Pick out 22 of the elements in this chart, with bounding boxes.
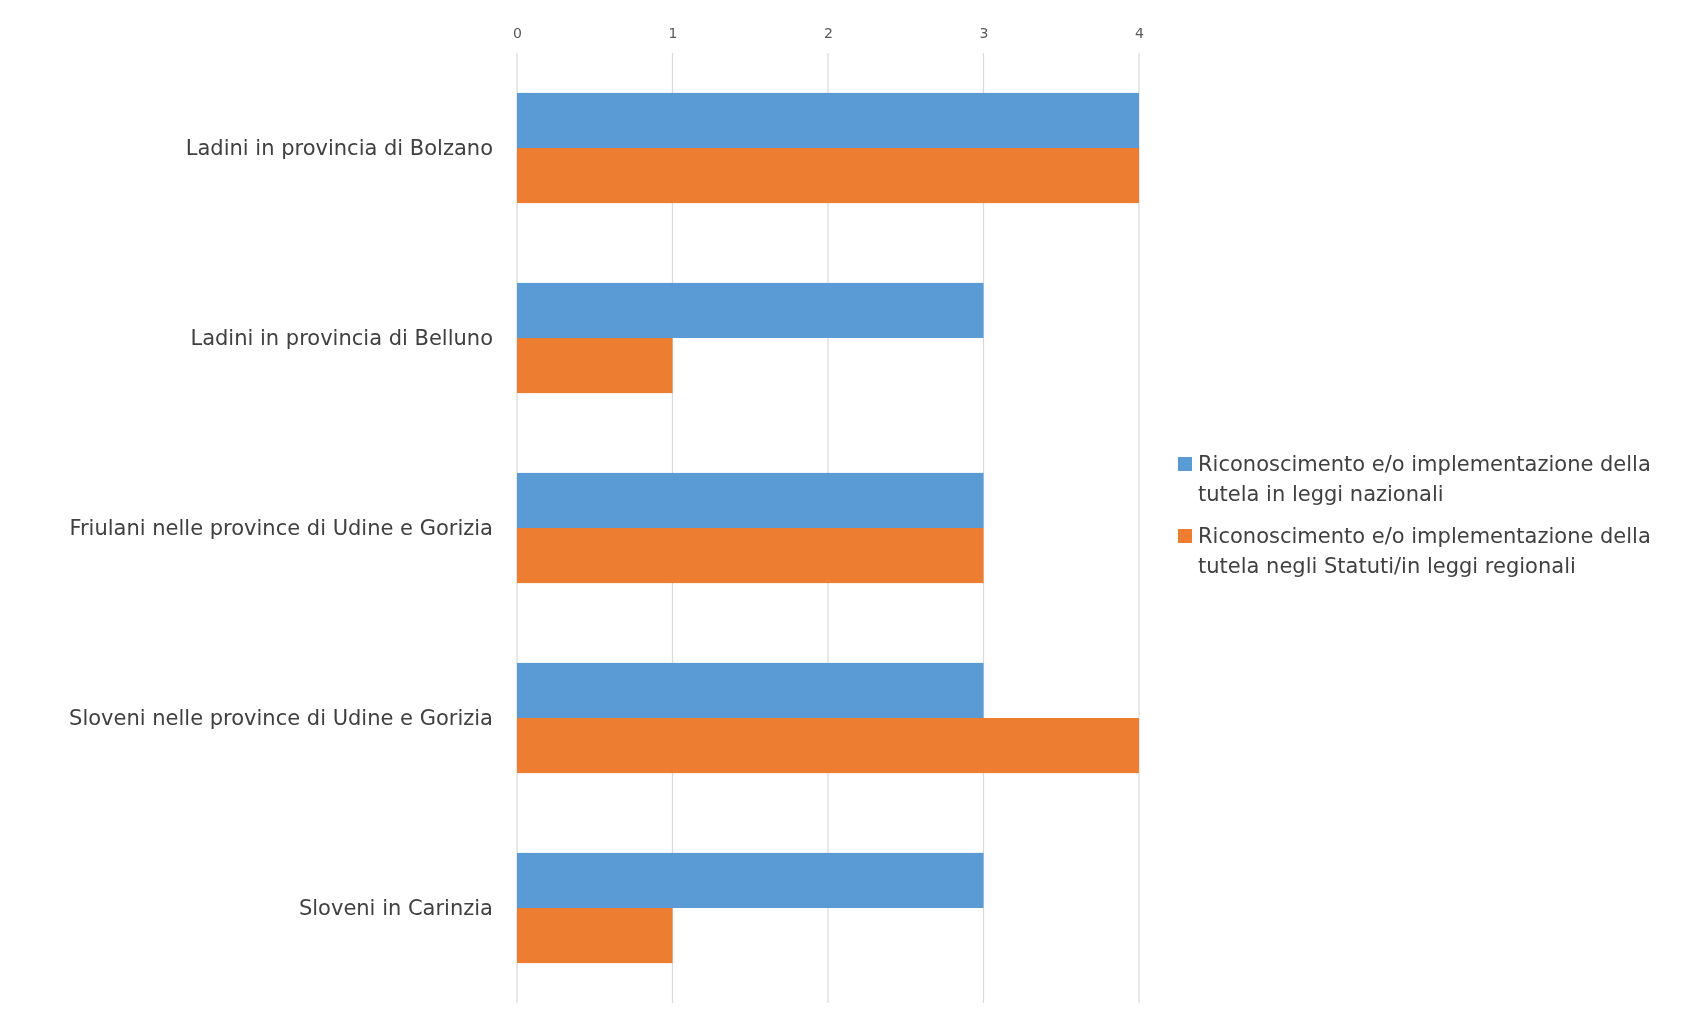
bar — [517, 718, 1139, 774]
x-tick-label: 1 — [668, 25, 678, 41]
bar — [517, 852, 984, 908]
bar — [517, 908, 673, 964]
x-tick-label: 3 — [979, 25, 989, 41]
y-tick-label: Ladini in provincia di Belluno — [190, 326, 493, 350]
bar — [517, 282, 984, 338]
bar — [517, 472, 984, 528]
bar — [517, 338, 673, 394]
x-tick-label: 4 — [1135, 25, 1145, 41]
y-tick-label: Sloveni in Carinzia — [298, 896, 493, 920]
bar — [517, 662, 984, 718]
bar — [517, 92, 1139, 148]
legend-label: Riconoscimento e/o implementazione della tutela negli Statuti/in leggi regionali — [1198, 524, 1651, 578]
x-tick-label: 2 — [824, 25, 833, 41]
x-tick-label: 0 — [513, 25, 522, 41]
y-tick-label: Ladini in provincia di Bolzano — [185, 136, 493, 160]
y-tick-label: Sloveni nelle province di Udine e Gorizia — [69, 706, 493, 730]
bar — [517, 148, 1139, 204]
bar — [517, 528, 984, 584]
legend-label: Riconoscimento e/o implementazione della tutela in leggi nazionali — [1198, 452, 1651, 506]
y-tick-label: Friulani nelle province di Udine e Gorizia — [69, 516, 493, 540]
